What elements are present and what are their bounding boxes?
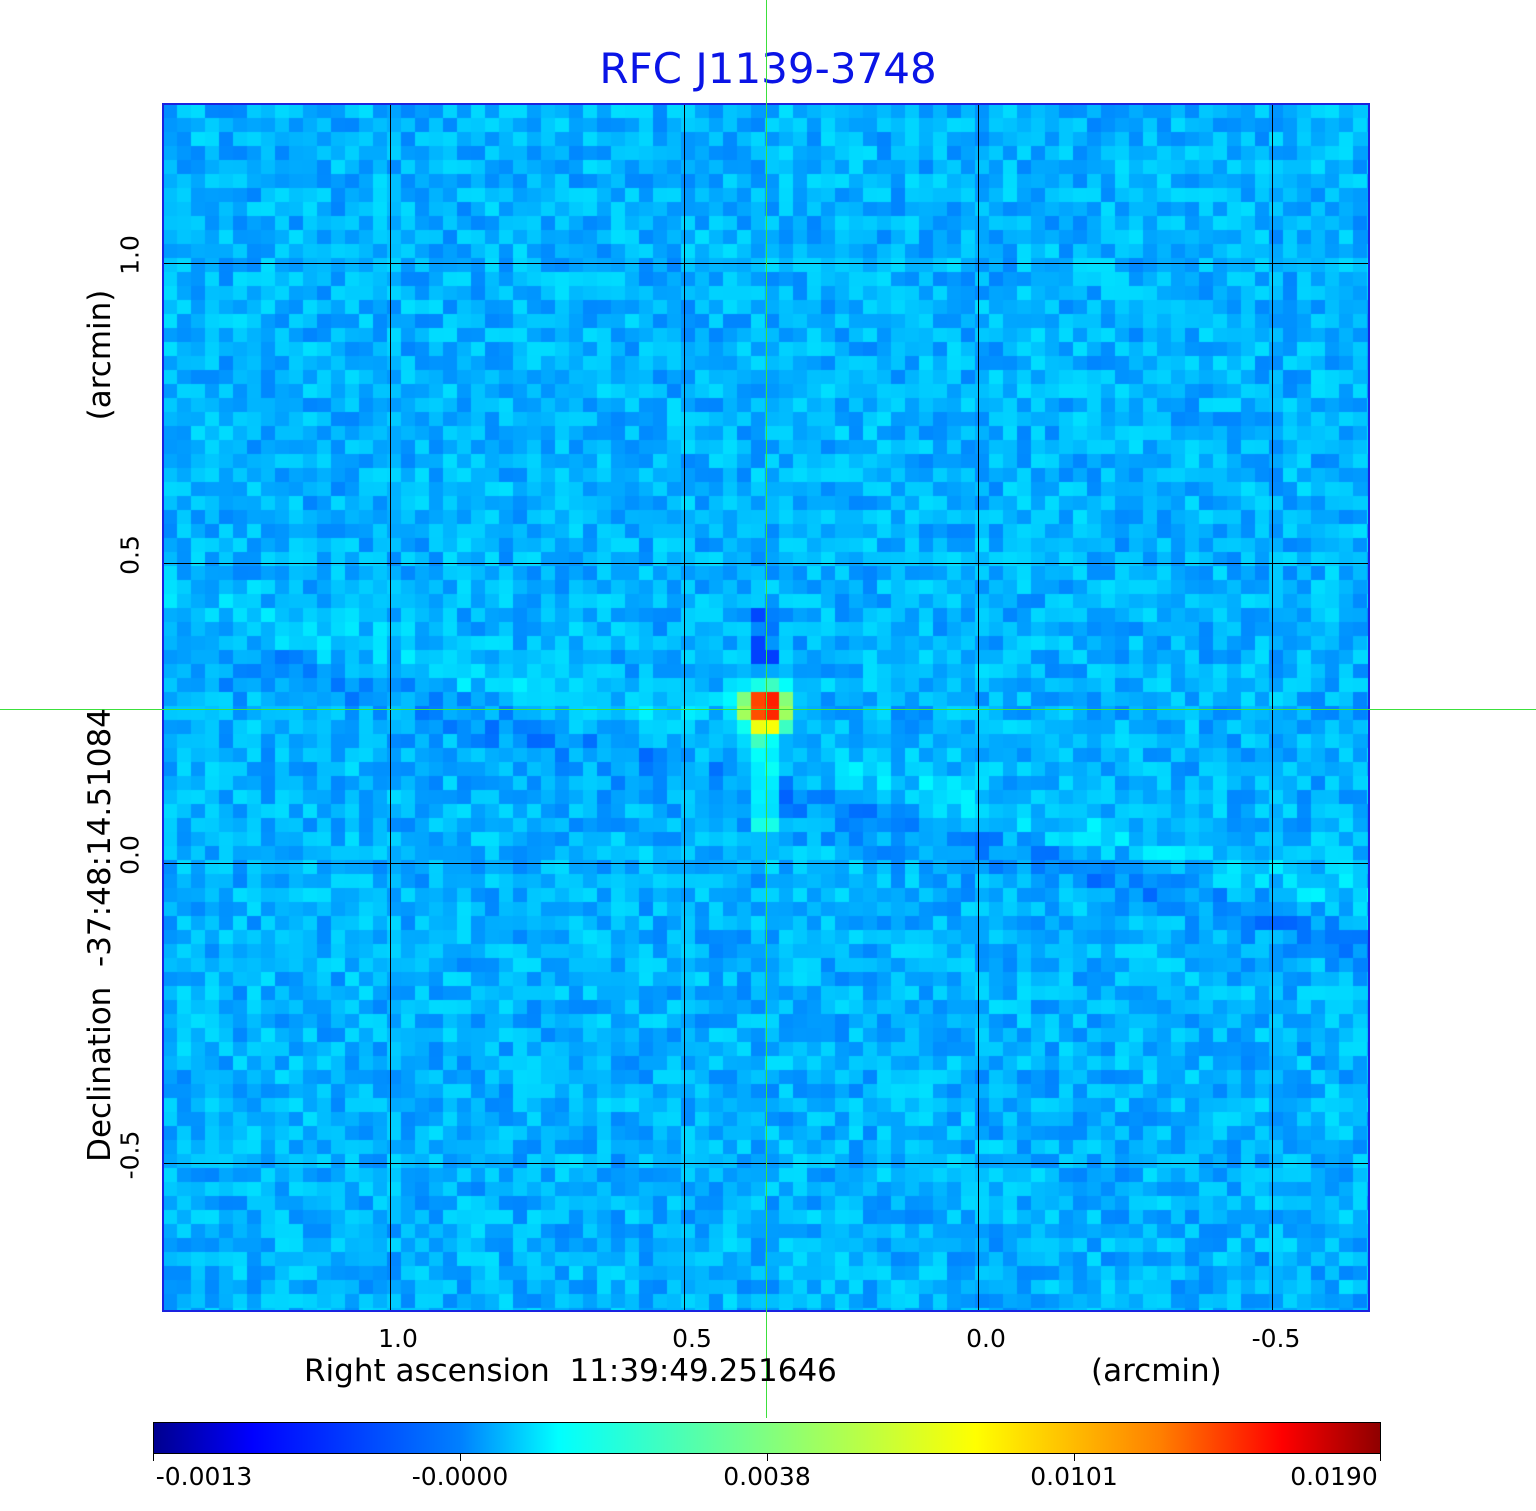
- colorbar-tick-label: -0.0000: [411, 1462, 509, 1491]
- grid-line-x: [1272, 104, 1273, 1311]
- chart-title: RFC J1139-3748: [599, 44, 937, 93]
- grid-line-x: [978, 104, 979, 1311]
- y-tick-label: 0.5: [115, 535, 145, 575]
- colorbar-tick-label: -0.0013: [155, 1462, 253, 1491]
- grid-line-x: [684, 104, 685, 1311]
- colorbar-tick-label: 0.0190: [1290, 1462, 1378, 1491]
- colorbar-tick: [1380, 1453, 1381, 1461]
- x-tick-label: 1.0: [378, 1324, 418, 1353]
- colorbar-tick: [460, 1453, 461, 1461]
- x-tick-label: 0.0: [966, 1324, 1006, 1353]
- x-axis-unit: (arcmin): [1091, 1353, 1222, 1389]
- x-tick-label: -0.5: [1251, 1324, 1301, 1353]
- colorbar-tick: [1074, 1453, 1075, 1461]
- colorbar-tick-label: 0.0038: [723, 1462, 811, 1491]
- colorbar-tick-label: 0.0101: [1030, 1462, 1118, 1491]
- grid-line-x: [390, 104, 391, 1311]
- y-axis-label: Declination -37:48:14.51084: [82, 708, 118, 1162]
- y-axis-unit: (arcmin): [82, 289, 118, 421]
- x-tick-label: 0.5: [672, 1324, 712, 1353]
- y-tick-label: 0.0: [115, 835, 145, 875]
- y-tick-label: -0.5: [115, 1130, 145, 1180]
- colorbar-tick: [153, 1453, 154, 1461]
- colorbar: [153, 1422, 1381, 1454]
- y-tick-label: 1.0: [115, 235, 145, 275]
- crosshair-horizontal: [0, 709, 1536, 710]
- colorbar-tick: [767, 1453, 768, 1461]
- x-axis-label: Right ascension 11:39:49.251646: [304, 1353, 837, 1389]
